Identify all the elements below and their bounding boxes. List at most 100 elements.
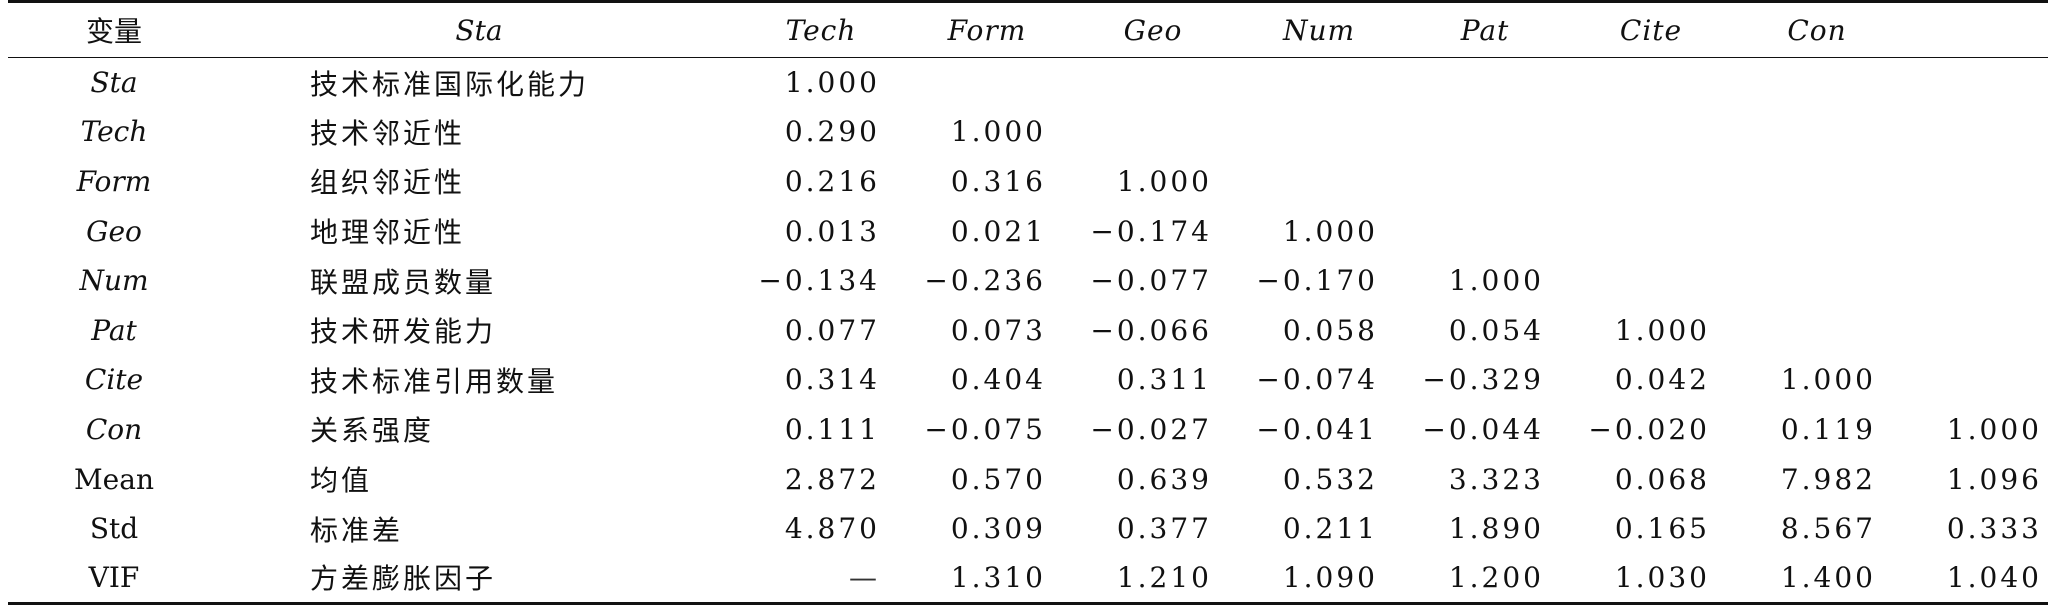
table-row: Form 组织邻近性 0.216 0.316 1.000	[8, 157, 2048, 207]
table-row: Cite 技术标准引用数量 0.314 0.404 0.311 −0.074 −0.329 0…	[8, 355, 2048, 405]
row-variable: Con	[85, 412, 143, 446]
table-cell: 1.310	[904, 553, 1070, 605]
table-cell: 1.000	[904, 107, 1070, 157]
table-cell: −0.074	[1236, 355, 1402, 405]
table-cell: 0.314	[738, 355, 904, 405]
cell-value: 1.310	[950, 560, 1046, 594]
cell-value: 1.200	[1448, 560, 1544, 594]
row-variable-name-cell: 技术研发能力	[220, 305, 738, 355]
cell-value: −0.074	[1256, 363, 1378, 397]
header-variable: 变量	[8, 0, 220, 58]
row-variable-name-cell: 标准差	[220, 504, 738, 554]
cell-value: 0.054	[1448, 313, 1544, 347]
cell-value: −0.044	[1422, 412, 1544, 446]
cell-value: 1.890	[1448, 512, 1544, 546]
cell-value: −0.134	[758, 264, 880, 298]
table-cell: 0.639	[1070, 454, 1236, 504]
table-cell: 0.073	[904, 305, 1070, 355]
table-row: Con 关系强度 0.111 −0.075 −0.027 −0.041 −0.044 −0.0…	[8, 405, 2048, 455]
table-cell	[1734, 157, 1900, 207]
header-col-blank	[1900, 0, 2048, 58]
row-variable-name: 地理邻近性	[310, 216, 466, 250]
cell-value: −0.329	[1422, 363, 1544, 397]
cell-value: 0.013	[784, 214, 880, 248]
table-cell: 1.890	[1402, 504, 1568, 554]
table-cell: 0.316	[904, 157, 1070, 207]
table-row: Num 联盟成员数量 −0.134 −0.236 −0.077 −0.170 1.000	[8, 256, 2048, 306]
table-cell	[1070, 58, 1236, 108]
cell-value: 1.000	[1614, 313, 1710, 347]
cell-value: 1.030	[1614, 560, 1710, 594]
cell-value: 0.639	[1116, 462, 1212, 496]
table-cell: 1.000	[1236, 206, 1402, 256]
cell-value: 1.096	[1946, 462, 2042, 496]
cell-value: 0.316	[950, 164, 1046, 198]
table-cell	[1900, 58, 2048, 108]
row-variable: VIF	[8, 553, 220, 605]
table-cell: 0.404	[904, 355, 1070, 405]
cell-value: −0.174	[1090, 214, 1212, 248]
table-cell: 0.058	[1236, 305, 1402, 355]
row-variable-name: 标准差	[310, 513, 404, 547]
cell-value: 1.040	[1946, 560, 2042, 594]
cell-value: 1.000	[1116, 164, 1212, 198]
table-cell	[1568, 157, 1734, 207]
table-cell	[1734, 256, 1900, 306]
row-variable: Mean	[74, 462, 154, 496]
table-cell: −0.041	[1236, 405, 1402, 455]
row-variable: Num	[79, 264, 149, 298]
table-cell: 0.311	[1070, 355, 1236, 405]
cell-value: 0.111	[784, 412, 880, 446]
row-variable-name-cell: 均值	[220, 454, 738, 504]
cell-value: 1.000	[1448, 264, 1544, 298]
table-cell: 0.333	[1900, 504, 2048, 554]
cell-value: −0.066	[1090, 313, 1212, 347]
cell-value: 0.570	[950, 462, 1046, 496]
table-cell	[904, 58, 1070, 108]
cell-value: 2.872	[784, 462, 880, 496]
table-cell	[1402, 58, 1568, 108]
cell-value: −0.236	[924, 264, 1046, 298]
table-cell: −0.027	[1070, 405, 1236, 455]
table-cell: 1.096	[1900, 454, 2048, 504]
cell-value: 3.323	[1448, 462, 1544, 496]
table-cell: 0.216	[738, 157, 904, 207]
header-name: Sta	[220, 0, 738, 58]
cell-value: −0.075	[924, 412, 1046, 446]
table-cell: −0.077	[1070, 256, 1236, 306]
row-variable: Form	[76, 164, 152, 198]
header-col-geo: Geo	[1070, 0, 1236, 58]
cell-value: 0.119	[1780, 412, 1876, 446]
table-cell	[1568, 107, 1734, 157]
table-cell: 0.309	[904, 504, 1070, 554]
table-cell: 0.377	[1070, 504, 1236, 554]
table-cell: 0.068	[1568, 454, 1734, 504]
cell-value: 1.000	[1282, 214, 1378, 248]
table-cell: −0.134	[738, 256, 904, 306]
cell-value: 4.870	[784, 512, 880, 546]
table-cell	[1900, 206, 2048, 256]
cell-value: 0.216	[784, 164, 880, 198]
table-row: Mean 均值 2.872 0.570 0.639 0.532 3.323 0.068 7.98…	[8, 454, 2048, 504]
table-cell: 7.982	[1734, 454, 1900, 504]
table-cell	[1402, 107, 1568, 157]
header-col-form: Form	[904, 0, 1070, 58]
table-cell	[1070, 107, 1236, 157]
table-cell: 0.013	[738, 206, 904, 256]
cell-value: 1.210	[1116, 560, 1212, 594]
table-cell: 2.872	[738, 454, 904, 504]
table-cell	[1734, 58, 1900, 108]
table-cell: −0.174	[1070, 206, 1236, 256]
cell-value: 0.290	[784, 115, 880, 149]
cell-value: 0.021	[950, 214, 1046, 248]
table-cell	[1568, 256, 1734, 306]
row-variable-name-cell: 地理邻近性	[220, 206, 738, 256]
table-cell	[1900, 157, 2048, 207]
cell-value: 0.377	[1116, 512, 1212, 546]
table-cell	[1402, 157, 1568, 207]
cell-value: 1.090	[1282, 560, 1378, 594]
table-cell	[1236, 58, 1402, 108]
table-cell	[1734, 305, 1900, 355]
table-cell: 0.077	[738, 305, 904, 355]
cell-value: 0.532	[1282, 462, 1378, 496]
